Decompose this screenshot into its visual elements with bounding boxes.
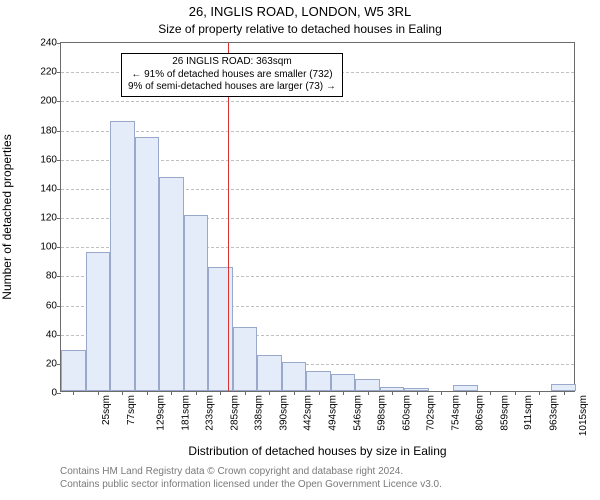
x-tick-mark <box>564 391 565 395</box>
x-tick-mark <box>368 391 369 395</box>
y-tick-label: 140 <box>40 183 61 194</box>
x-tick-label: 25sqm <box>101 395 112 425</box>
histogram-bar <box>135 137 160 391</box>
x-tick-mark <box>269 391 270 395</box>
x-tick-label: 963sqm <box>548 395 559 431</box>
histogram-bar <box>184 215 209 391</box>
x-tick-label: 77sqm <box>126 395 137 425</box>
x-tick-mark <box>539 391 540 395</box>
y-tick-label: 200 <box>40 96 61 107</box>
x-tick-label: 754sqm <box>450 395 461 431</box>
histogram-bar <box>233 327 258 391</box>
x-tick-mark <box>220 391 221 395</box>
x-tick-label: 911sqm <box>523 395 534 430</box>
x-tick-label: 806sqm <box>475 395 486 431</box>
x-tick-mark <box>490 391 491 395</box>
x-tick-label: 859sqm <box>499 395 510 431</box>
x-tick-label: 650sqm <box>401 395 412 431</box>
footer-line-1: Contains HM Land Registry data © Crown c… <box>60 466 403 477</box>
x-tick-mark <box>196 391 197 395</box>
y-tick-label: 0 <box>51 388 61 399</box>
x-tick-label: 494sqm <box>328 395 339 431</box>
x-tick-mark <box>171 391 172 395</box>
histogram-bar <box>208 267 233 391</box>
histogram-bar <box>551 384 576 391</box>
x-tick-label: 233sqm <box>205 395 216 431</box>
footer-line-2: Contains public sector information licen… <box>60 479 442 490</box>
x-tick-mark <box>147 391 148 395</box>
x-tick-mark <box>343 391 344 395</box>
x-tick-mark <box>417 391 418 395</box>
x-tick-label: 442sqm <box>303 395 314 431</box>
x-tick-mark <box>294 391 295 395</box>
histogram-bar <box>257 355 282 391</box>
plot-area: 02040608010012014016018020022024025sqm77… <box>60 42 575 392</box>
grid-line <box>61 101 574 102</box>
x-tick-label: 546sqm <box>352 395 363 431</box>
y-tick-label: 160 <box>40 154 61 165</box>
x-tick-mark <box>466 391 467 395</box>
y-tick-label: 40 <box>46 329 61 340</box>
y-tick-label: 80 <box>46 271 61 282</box>
x-tick-label: 598sqm <box>377 395 388 431</box>
y-axis-title: Number of detached properties <box>0 134 14 299</box>
x-tick-mark <box>73 391 74 395</box>
y-tick-label: 240 <box>40 38 61 49</box>
y-tick-label: 220 <box>40 67 61 78</box>
x-tick-label: 338sqm <box>254 395 265 431</box>
histogram-bar <box>61 350 86 391</box>
chart-root: 26, INGLIS ROAD, LONDON, W5 3RL Size of … <box>0 0 600 500</box>
annotation-line-2: ← 91% of detached houses are smaller (73… <box>128 69 336 82</box>
grid-line <box>61 131 574 132</box>
x-tick-mark <box>245 391 246 395</box>
histogram-bar <box>306 371 331 391</box>
histogram-bar <box>355 379 380 391</box>
annotation-line-3: 9% of semi-detached houses are larger (7… <box>128 81 336 94</box>
x-tick-label: 285sqm <box>229 395 240 431</box>
y-tick-label: 120 <box>40 213 61 224</box>
x-tick-label: 129sqm <box>156 395 167 431</box>
x-tick-mark <box>98 391 99 395</box>
x-tick-label: 181sqm <box>180 395 191 431</box>
histogram-bar <box>331 374 356 392</box>
histogram-bar <box>159 177 184 391</box>
y-tick-label: 100 <box>40 242 61 253</box>
x-axis-title: Distribution of detached houses by size … <box>60 444 575 458</box>
y-tick-label: 180 <box>40 125 61 136</box>
x-tick-label: 1015sqm <box>578 395 589 436</box>
x-tick-mark <box>515 391 516 395</box>
annotation-box: 26 INGLIS ROAD: 363sqm ← 91% of detached… <box>121 53 343 97</box>
x-tick-mark <box>319 391 320 395</box>
x-tick-label: 390sqm <box>279 395 290 431</box>
y-tick-label: 60 <box>46 300 61 311</box>
x-tick-mark <box>122 391 123 395</box>
chart-title: 26, INGLIS ROAD, LONDON, W5 3RL <box>0 4 600 19</box>
histogram-bar <box>282 362 307 391</box>
y-tick-label: 20 <box>46 358 61 369</box>
x-tick-mark <box>441 391 442 395</box>
x-tick-mark <box>392 391 393 395</box>
chart-subtitle: Size of property relative to detached ho… <box>0 22 600 36</box>
annotation-line-1: 26 INGLIS ROAD: 363sqm <box>128 56 336 69</box>
x-tick-label: 702sqm <box>426 395 437 431</box>
histogram-bar <box>86 252 111 391</box>
histogram-bar <box>110 121 135 391</box>
